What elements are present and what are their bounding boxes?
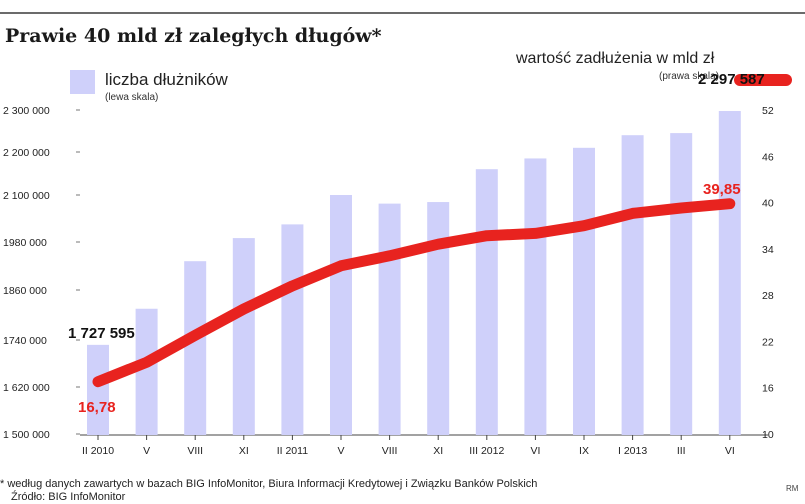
legend-line-swatch: [734, 74, 792, 86]
footnote: * według danych zawartych w bazach BIG I…: [0, 478, 538, 490]
bar: [427, 202, 450, 435]
y-left-tick-label: 1980 000: [3, 237, 47, 249]
author-credit: RM: [786, 484, 799, 493]
y-left-tick-label: 1860 000: [3, 285, 47, 297]
top-rule: [0, 12, 805, 14]
source-note: Źródło: BIG InfoMonitor: [11, 491, 126, 503]
line-value-label-last: 39,85: [703, 181, 741, 198]
legend-bars-label: liczba dłużników: [105, 70, 228, 89]
y-right-tick-label: 22: [762, 336, 774, 348]
x-tick-label: III 2012: [469, 445, 504, 457]
line-value-label-first: 16,78: [78, 399, 116, 416]
y-right-tick-label: 40: [762, 198, 774, 210]
x-tick-label: V: [337, 445, 344, 457]
y-left-tick-label: 2 200 000: [3, 147, 50, 159]
y-right-tick-label: 10: [762, 429, 774, 441]
bar: [135, 308, 158, 435]
bar: [718, 111, 741, 435]
x-tick-label: IX: [579, 445, 589, 457]
bar-value-label-last: 2 297 587: [698, 71, 765, 88]
y-right-tick-label: 52: [762, 105, 774, 117]
bar: [281, 224, 304, 435]
x-tick-label: XI: [239, 445, 249, 457]
legend-bars-sublabel: (lewa skala): [105, 92, 159, 103]
y-right-tick-label: 16: [762, 383, 774, 395]
y-left-tick-label: 1740 000: [3, 335, 47, 347]
y-right-tick-label: 28: [762, 290, 774, 302]
y-right-tick-label: 34: [762, 244, 774, 256]
x-tick-label: VIII: [382, 445, 398, 457]
x-tick-label: XI: [433, 445, 443, 457]
x-tick-label: VIII: [187, 445, 203, 457]
y-left-tick-label: 1 620 000: [3, 382, 50, 394]
bar: [573, 147, 595, 436]
y-left-tick-label: 2 100 000: [3, 190, 50, 202]
bar: [524, 158, 547, 435]
bar: [378, 203, 401, 435]
bar: [232, 238, 255, 435]
x-tick-label: VI: [530, 445, 540, 457]
y-right-tick-label: 46: [762, 151, 774, 163]
x-tick-label: II 2010: [82, 445, 114, 457]
bar: [330, 195, 352, 435]
legend-bars-swatch: [70, 70, 95, 94]
chart-title: Prawie 40 mld zł zaległych długów*: [5, 25, 382, 47]
x-tick-label: VI: [725, 445, 735, 457]
y-left-tick-label: 2 300 000: [3, 105, 50, 117]
bar: [184, 261, 207, 435]
bar: [670, 133, 693, 435]
bar: [621, 135, 644, 435]
x-tick-label: V: [143, 445, 150, 457]
x-tick-label: I 2013: [618, 445, 647, 457]
y-left-tick-label: 1 500 000: [3, 429, 50, 441]
bar-value-label-first: 1 727 595: [68, 325, 135, 342]
x-tick-label: III: [677, 445, 686, 457]
line-series: [92, 198, 736, 388]
bar: [475, 169, 498, 435]
legend-line-sublabel: (prawa skala): [659, 71, 720, 82]
x-tick-label: II 2011: [277, 445, 308, 457]
legend-line-label: wartość zadłużenia w mld zł: [516, 50, 715, 67]
bar: [87, 344, 109, 435]
